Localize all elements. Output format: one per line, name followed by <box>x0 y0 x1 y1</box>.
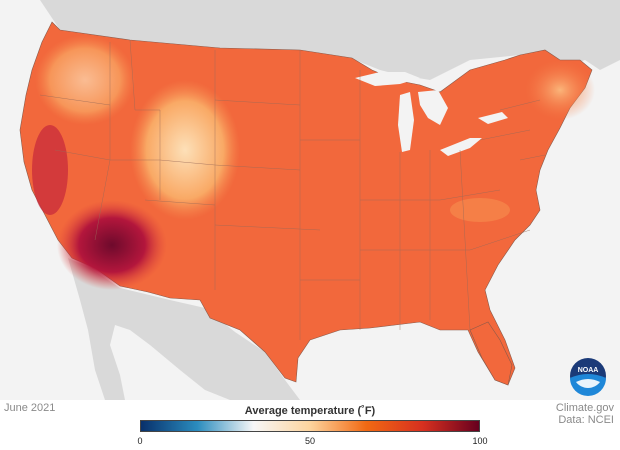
florida-peninsula <box>469 321 513 386</box>
legend-title: Average temperature (˚F) <box>244 405 376 417</box>
legend-tick-100: 100 <box>472 436 488 446</box>
credit-data: Data: NCEI <box>558 414 614 426</box>
lake-michigan <box>398 92 414 152</box>
temperature-map <box>19 0 620 400</box>
lake-huron <box>418 90 448 125</box>
lake-superior <box>355 72 420 86</box>
map-area <box>0 0 620 400</box>
noaa-logo: NOAA <box>570 358 606 396</box>
appalachian-cool-zone <box>450 198 510 222</box>
rockies-cool-zone <box>130 80 240 220</box>
state-borders <box>39 39 546 340</box>
mexico-land <box>68 258 300 400</box>
northwest-cool-zone <box>35 35 135 125</box>
legend-colorbar <box>140 420 480 432</box>
noaa-logo-text: NOAA <box>578 367 599 374</box>
lake-ontario <box>478 112 508 124</box>
lake-erie <box>440 138 482 156</box>
northeast-cool-zone <box>525 60 595 120</box>
southwest-hot-zone <box>57 200 167 290</box>
legend-tick-0: 0 <box>137 436 143 446</box>
legend-tick-50: 50 <box>304 436 316 446</box>
credit-site: Climate.gov <box>555 402 614 414</box>
canada-land <box>40 0 620 80</box>
california-valley-hot <box>32 125 68 215</box>
date-label: June 2021 <box>4 402 56 414</box>
